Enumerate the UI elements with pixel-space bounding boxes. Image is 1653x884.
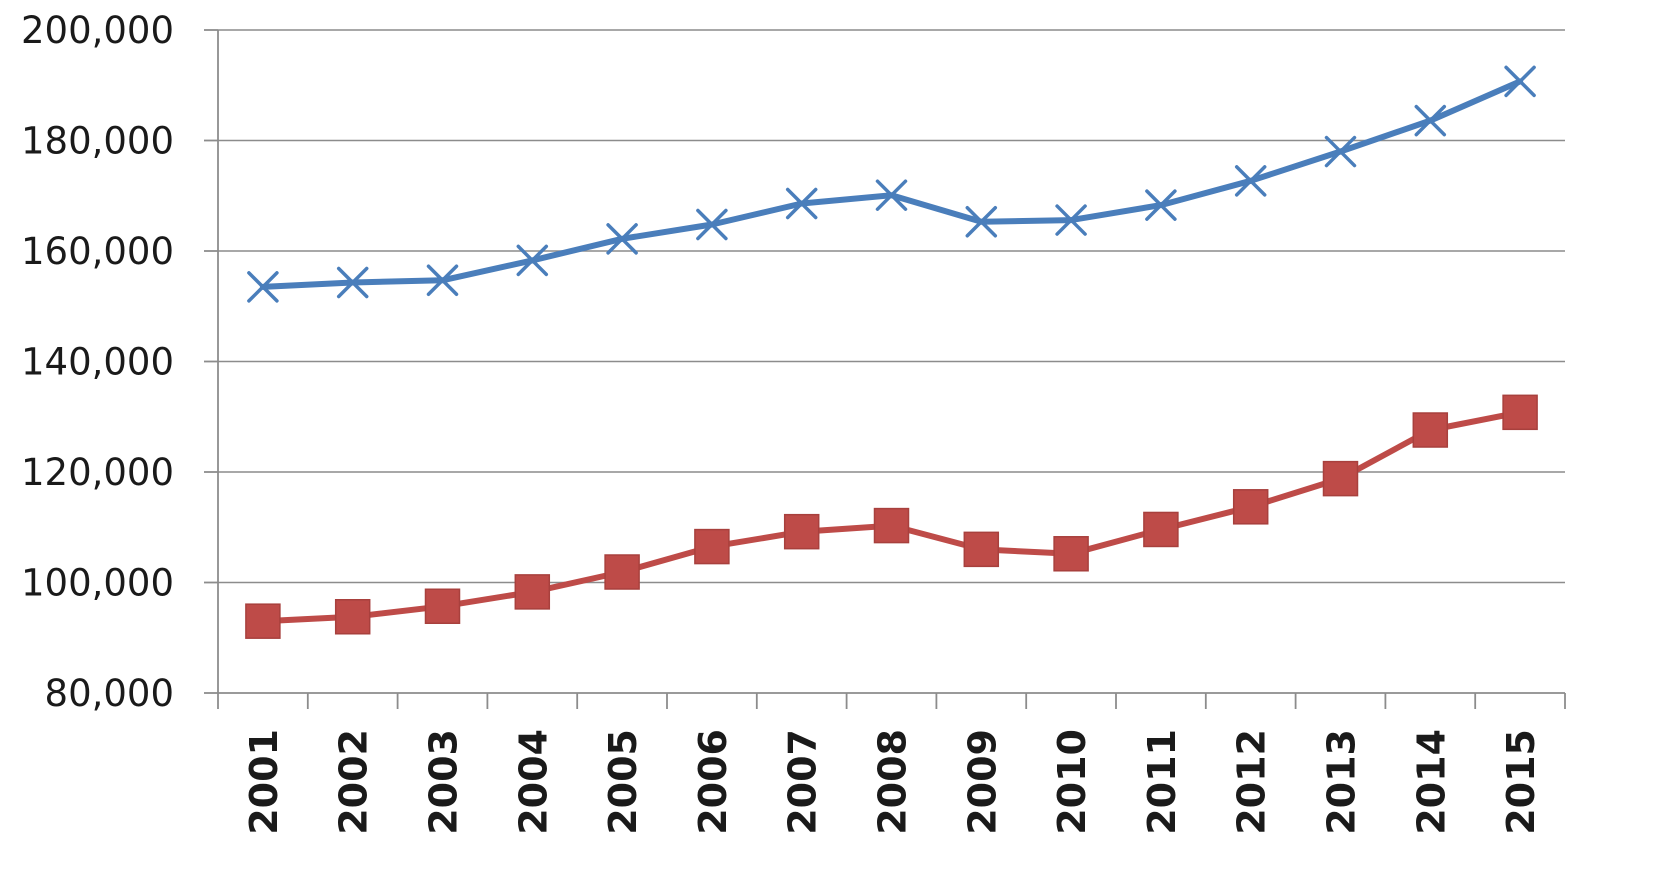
series-layer — [245, 65, 1538, 639]
data-point-square — [604, 554, 640, 590]
data-point-x — [785, 187, 818, 220]
data-point-x — [875, 179, 908, 211]
x-marker-stroke — [965, 205, 998, 238]
data-point-square — [1232, 489, 1269, 525]
x-marker-stroke — [1504, 65, 1536, 98]
data-point-square — [694, 528, 730, 565]
gridlines — [218, 29, 1565, 584]
y-tick-label: 120,000 — [21, 451, 174, 494]
x-tick-label: 2007 — [781, 729, 825, 835]
y-tick-label: 140,000 — [21, 341, 174, 384]
data-point-square — [1053, 536, 1089, 572]
data-point-x — [1414, 104, 1447, 137]
y-tick-label: 180,000 — [21, 120, 174, 163]
data-point-square — [1322, 460, 1359, 497]
x-tick-label: 2009 — [960, 729, 1004, 835]
x-tick-label: 2014 — [1409, 729, 1453, 835]
x-marker-stroke — [336, 266, 369, 299]
x-tick-label: 2006 — [691, 729, 735, 835]
data-point-x — [336, 266, 369, 299]
x-tick-label: 2002 — [332, 729, 376, 835]
x-marker-stroke — [426, 264, 459, 297]
data-point-x — [965, 205, 998, 238]
x-tick-label: 2001 — [242, 729, 286, 835]
x-marker-stroke — [785, 187, 818, 220]
x-tick-label: 2011 — [1140, 729, 1184, 835]
data-point-x — [1324, 135, 1357, 168]
x-tick-label: 2003 — [422, 729, 466, 835]
y-tick-label: 200,000 — [21, 9, 174, 52]
x-marker-stroke — [247, 271, 279, 303]
x-marker-stroke — [1055, 204, 1087, 236]
x-marker-stroke — [1234, 165, 1267, 197]
data-point-x — [696, 208, 728, 241]
data-point-square — [514, 574, 551, 610]
data-point-square — [963, 531, 1000, 568]
x-axis-tick-labels: 2001 2002 2003 2004 2005 2006 2007 2008 2009 2010… — [242, 729, 1543, 835]
y-tick-label: 80,000 — [45, 672, 174, 715]
data-point-square — [245, 603, 281, 639]
x-tick-label: 2008 — [871, 729, 915, 835]
data-point-x — [606, 223, 638, 255]
data-point-x — [1145, 189, 1177, 221]
x-marker-stroke — [1324, 135, 1357, 168]
x-marker-stroke — [606, 223, 638, 255]
y-tick-label: 100,000 — [21, 562, 174, 605]
y-axis-tick-labels: 80,000 100,000 120,000 140,000 160,000 180,00… — [21, 9, 174, 715]
x-tick-label: 2005 — [601, 729, 645, 835]
data-point-square — [873, 507, 910, 544]
data-point-square — [1143, 511, 1179, 548]
data-point-x — [516, 244, 549, 277]
data-point-x — [1234, 165, 1267, 197]
y-tick-label: 160,000 — [21, 230, 174, 273]
data-point-square — [1502, 394, 1538, 431]
chart-axes — [204, 29, 1566, 709]
x-marker-stroke — [875, 179, 908, 211]
x-marker-stroke — [516, 244, 549, 277]
data-point-x — [1055, 204, 1087, 236]
x-tick-label: 2013 — [1320, 729, 1364, 835]
x-tick-label: 2004 — [511, 729, 555, 835]
data-point-x — [426, 264, 459, 297]
x-marker-stroke — [1414, 104, 1447, 137]
x-marker-stroke — [696, 208, 728, 241]
x-marker-stroke — [1145, 189, 1177, 221]
data-point-square — [783, 513, 820, 550]
x-tick-label: 2012 — [1230, 729, 1274, 835]
data-point-x — [1504, 65, 1536, 98]
data-point-square — [334, 599, 371, 635]
x-tick-label: 2015 — [1499, 729, 1543, 835]
x-tick-label: 2010 — [1050, 729, 1094, 835]
series-line — [259, 78, 1524, 290]
data-point-square — [1412, 412, 1449, 448]
data-point-square — [424, 588, 461, 625]
data-point-x — [247, 271, 279, 303]
